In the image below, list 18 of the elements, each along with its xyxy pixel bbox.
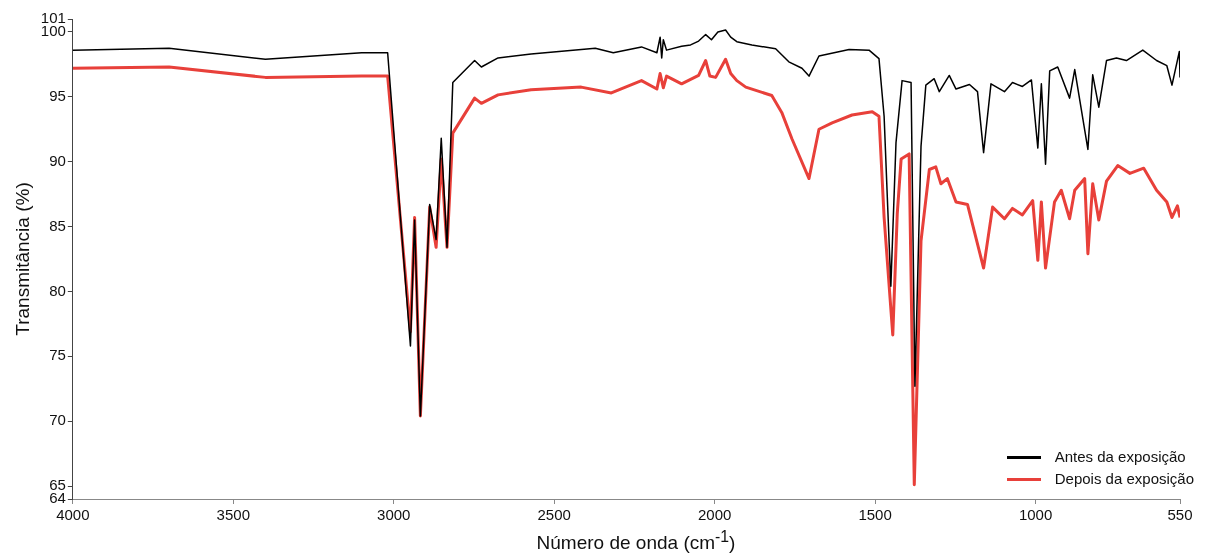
- x-tick-label: 3500: [216, 506, 250, 524]
- x-tick-label: 2000: [697, 506, 732, 524]
- x-tick-label: 1000: [1018, 506, 1053, 524]
- x-tick-label: 2500: [537, 506, 571, 524]
- y-tick-label: 80: [49, 281, 66, 299]
- y-axis-title: Transmitância (%): [11, 182, 33, 336]
- y-tick-label: 85: [49, 216, 66, 234]
- y-tick-label: 70: [49, 411, 66, 429]
- y-tick-label: 90: [49, 151, 66, 169]
- x-axis-title: Número de onda (cm$^{-1}$): [535, 528, 737, 555]
- x-tick-label: 3000: [377, 506, 411, 524]
- legend-label: Depois da exposição: [1054, 469, 1194, 490]
- y-tick-label: 75: [49, 346, 66, 364]
- legend-label: Antes da exposição: [1054, 447, 1186, 468]
- x-tick-label: 550: [1167, 506, 1193, 524]
- x-tick-label: 1500: [858, 506, 892, 524]
- x-tick-label: 4000: [56, 506, 90, 524]
- y-tick-label: 95: [49, 86, 66, 104]
